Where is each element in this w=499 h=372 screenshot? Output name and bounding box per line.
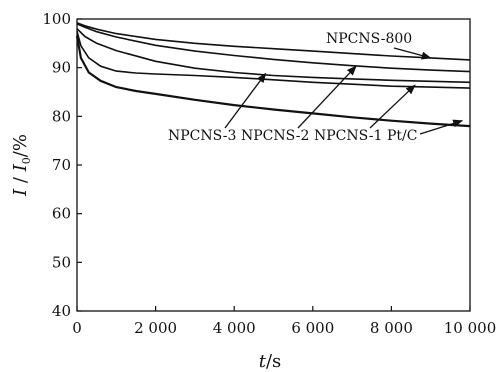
svg-text:I / I0/%: I / I0/% [10, 134, 33, 197]
annotations: NPCNS-800 NPCNS-3 NPCNS-2 NPCNS-1 Pt/C [168, 31, 464, 144]
annotation-arrow [224, 72, 267, 129]
annotation-arrow [369, 84, 416, 129]
annotation-npcns-1: NPCNS-1 [314, 84, 416, 144]
annotation-npcns-800: NPCNS-800 [326, 31, 432, 60]
annotation-arrow [393, 47, 432, 60]
annotation-label: NPCNS-800 [326, 31, 412, 47]
x-tick-label: 4 000 [213, 319, 256, 337]
y-tick-label: 40 [52, 302, 71, 320]
series-line-npcns-3 [76, 28, 471, 84]
plot-frame [76, 18, 471, 312]
annotation-npcns-2: NPCNS-2 [241, 65, 357, 144]
axes [76, 18, 471, 312]
series-line-npcns-2 [76, 23, 471, 73]
y-tick-label: 50 [52, 253, 71, 271]
x-tick-label: 2 000 [134, 319, 177, 337]
annotation-arrow [419, 119, 464, 135]
annotation-label: NPCNS-2 [241, 128, 309, 144]
ticks: 0 2 000 4 000 6 000 8 000 10 000 40 50 60 70 80 90 1… [42, 10, 496, 337]
annotation-label: NPCNS-1 [314, 128, 382, 144]
series-line-npcns-1 [76, 30, 471, 89]
y-tick-label: 100 [42, 10, 71, 28]
y-axis-title: I / I0/% [10, 134, 33, 197]
x-axis-title: t/s [259, 351, 282, 372]
y-tick-label: 80 [52, 107, 71, 125]
annotation-label: NPCNS-3 [168, 128, 236, 144]
x-tick-label: 10 000 [444, 319, 497, 337]
y-tick-label: 90 [52, 59, 71, 77]
x-tick-label: 8 000 [370, 319, 413, 337]
annotation-pt-c: Pt/C [387, 119, 464, 144]
x-tick-label: 0 [72, 319, 82, 337]
annotation-npcns-3: NPCNS-3 [168, 72, 267, 144]
y-tick-label: 60 [52, 205, 71, 223]
x-tick-label: 6 000 [291, 319, 334, 337]
series-line-npcns-800 [76, 22, 471, 61]
annotation-arrow [297, 65, 357, 129]
annotation-label: Pt/C [387, 128, 417, 144]
y-tick-label: 70 [52, 156, 71, 174]
